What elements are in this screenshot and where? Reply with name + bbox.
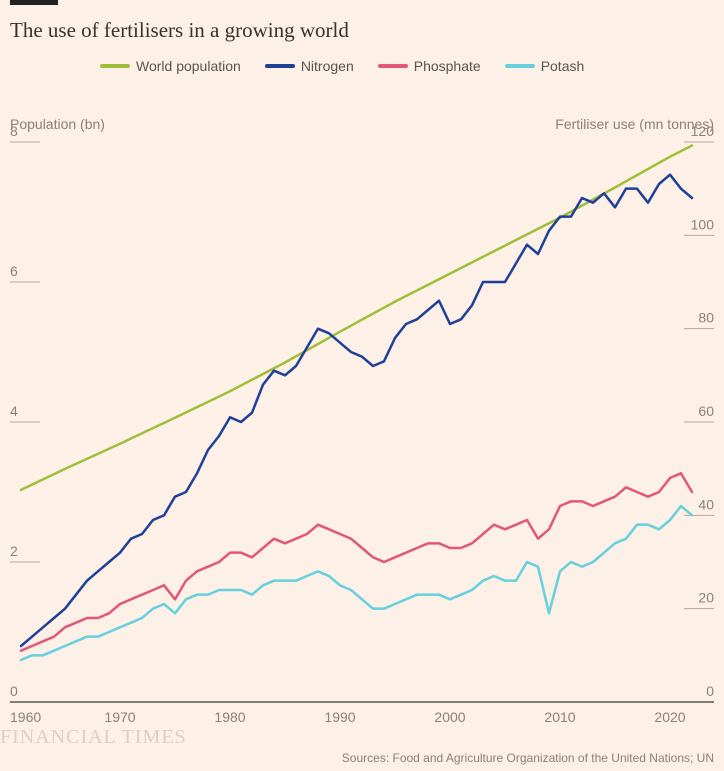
- y-right-tick-label: 60: [698, 403, 714, 419]
- x-tick-label: 2000: [434, 709, 465, 725]
- y-left-tick-label: 6: [10, 263, 18, 279]
- x-tick-label: 2020: [654, 709, 685, 725]
- y-right-tick-label: 120: [691, 123, 715, 139]
- series-line: [21, 175, 692, 646]
- y-left-tick-label: 4: [10, 403, 18, 419]
- x-tick-label: 2010: [544, 709, 575, 725]
- y-right-tick-label: 0: [706, 683, 714, 699]
- y-left-tick-label: 2: [10, 543, 18, 559]
- y-right-tick-label: 20: [698, 590, 714, 606]
- y-right-tick-label: 80: [698, 310, 714, 326]
- chart-container: { "title": { "text": "The use of fertili…: [0, 0, 724, 771]
- x-tick-label: 1970: [104, 709, 135, 725]
- chart-svg: 0246802040608010012019601970198019902000…: [0, 0, 724, 771]
- y-right-tick-label: 100: [691, 216, 715, 232]
- watermark: FINANCIAL TIMES: [0, 726, 187, 749]
- x-tick-label: 1980: [214, 709, 245, 725]
- sources-text: Sources: Food and Agriculture Organizati…: [342, 751, 714, 765]
- y-right-tick-label: 40: [698, 496, 714, 512]
- y-left-tick-label: 8: [10, 123, 18, 139]
- x-tick-label: 1990: [324, 709, 355, 725]
- x-tick-label: 1960: [10, 709, 41, 725]
- series-line: [21, 506, 692, 660]
- y-left-tick-label: 0: [10, 683, 18, 699]
- series-line: [21, 146, 692, 490]
